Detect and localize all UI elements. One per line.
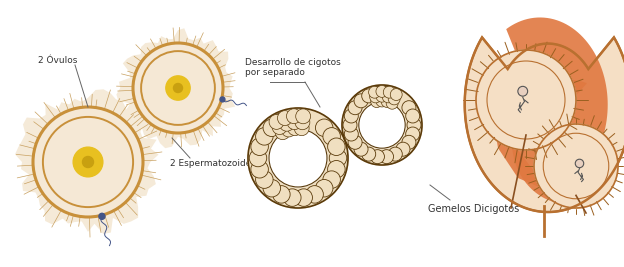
Circle shape xyxy=(166,76,190,100)
Circle shape xyxy=(376,95,388,107)
Circle shape xyxy=(376,90,388,102)
Polygon shape xyxy=(465,37,624,212)
Polygon shape xyxy=(117,28,235,148)
Text: 2 Espermatozoides: 2 Espermatozoides xyxy=(170,159,256,168)
Circle shape xyxy=(295,189,313,206)
Circle shape xyxy=(286,109,301,124)
Circle shape xyxy=(173,84,182,92)
Circle shape xyxy=(295,115,310,130)
Circle shape xyxy=(273,113,290,130)
Circle shape xyxy=(295,121,309,136)
Circle shape xyxy=(476,50,576,150)
Circle shape xyxy=(280,116,294,131)
Circle shape xyxy=(534,124,618,208)
Circle shape xyxy=(381,96,393,108)
Circle shape xyxy=(342,85,422,165)
Circle shape xyxy=(407,118,421,132)
Circle shape xyxy=(328,138,345,155)
Circle shape xyxy=(379,150,394,164)
Circle shape xyxy=(316,179,333,197)
Circle shape xyxy=(99,213,105,219)
Circle shape xyxy=(518,86,528,96)
Circle shape xyxy=(220,97,225,102)
Circle shape xyxy=(281,122,296,137)
Circle shape xyxy=(287,115,302,129)
Circle shape xyxy=(251,138,268,155)
Circle shape xyxy=(371,150,384,164)
Polygon shape xyxy=(15,89,158,234)
Circle shape xyxy=(362,89,376,103)
Text: Gemelos Dicigotos: Gemelos Dicigotos xyxy=(428,204,519,214)
Circle shape xyxy=(275,125,290,140)
Circle shape xyxy=(323,171,341,189)
Circle shape xyxy=(283,189,301,206)
Polygon shape xyxy=(512,80,587,204)
Circle shape xyxy=(388,147,402,161)
Circle shape xyxy=(575,159,583,168)
Circle shape xyxy=(256,128,273,145)
Circle shape xyxy=(344,109,358,123)
Circle shape xyxy=(379,86,394,100)
Text: Desarrollo de cigotos
por separado: Desarrollo de cigotos por separado xyxy=(245,58,341,77)
Circle shape xyxy=(269,129,327,187)
Circle shape xyxy=(329,149,347,167)
Circle shape xyxy=(369,91,382,103)
Circle shape xyxy=(272,120,287,135)
Circle shape xyxy=(269,115,284,129)
Circle shape xyxy=(288,121,303,136)
Circle shape xyxy=(251,160,268,178)
Circle shape xyxy=(316,119,333,136)
Circle shape xyxy=(406,109,420,123)
Circle shape xyxy=(348,135,362,149)
Circle shape xyxy=(249,149,266,167)
Circle shape xyxy=(369,86,381,98)
Circle shape xyxy=(323,128,341,145)
Text: 2 Óvulos: 2 Óvulos xyxy=(38,56,77,65)
Circle shape xyxy=(343,118,357,132)
Circle shape xyxy=(396,142,410,156)
Circle shape xyxy=(386,97,398,109)
Circle shape xyxy=(73,147,103,177)
Circle shape xyxy=(82,156,94,167)
Circle shape xyxy=(383,91,394,103)
Circle shape xyxy=(402,135,416,149)
Circle shape xyxy=(306,186,323,203)
Polygon shape xyxy=(493,17,608,193)
Circle shape xyxy=(402,101,416,115)
Circle shape xyxy=(33,107,143,217)
Circle shape xyxy=(133,43,223,133)
Circle shape xyxy=(362,147,376,161)
Circle shape xyxy=(348,101,362,115)
Circle shape xyxy=(383,86,395,98)
Circle shape xyxy=(328,160,345,178)
Circle shape xyxy=(390,89,402,100)
Circle shape xyxy=(344,127,358,141)
Circle shape xyxy=(371,96,383,108)
Circle shape xyxy=(388,93,400,105)
Circle shape xyxy=(263,119,281,136)
Circle shape xyxy=(376,85,388,97)
Circle shape xyxy=(256,171,273,189)
Circle shape xyxy=(354,94,368,108)
Circle shape xyxy=(296,109,311,124)
Circle shape xyxy=(273,186,290,203)
Circle shape xyxy=(248,108,348,208)
Circle shape xyxy=(354,142,368,156)
Circle shape xyxy=(371,86,384,100)
Circle shape xyxy=(359,102,405,148)
Circle shape xyxy=(263,179,281,197)
Circle shape xyxy=(406,127,420,141)
Circle shape xyxy=(278,111,292,125)
